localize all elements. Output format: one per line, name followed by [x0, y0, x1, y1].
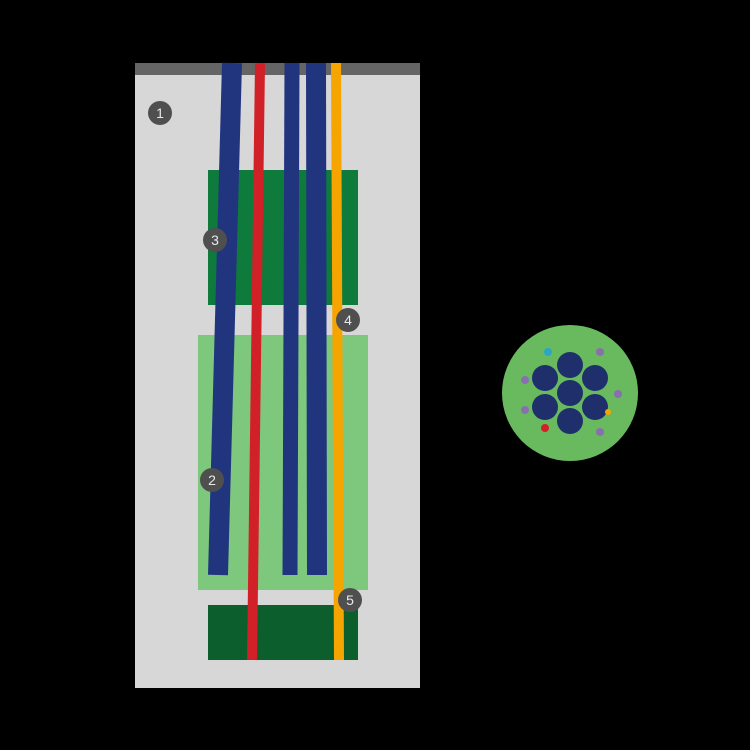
top-strip: [135, 63, 420, 75]
rod-orange: [336, 63, 339, 660]
label-text: 5: [346, 592, 354, 608]
small-dot: [521, 406, 529, 414]
small-dot: [596, 428, 604, 436]
small-dot: [521, 376, 529, 384]
rod-blue-inner-right: [316, 63, 317, 575]
big-dot: [557, 380, 583, 406]
rod-blue-inner-left: [290, 63, 292, 575]
big-dot: [557, 352, 583, 378]
rod-blue-outer-left: [218, 63, 232, 575]
label-text: 3: [211, 232, 219, 248]
label-text: 1: [156, 105, 164, 121]
big-dot: [532, 365, 558, 391]
label-4: 4: [336, 308, 360, 332]
big-dot: [582, 365, 608, 391]
label-text: 4: [344, 312, 352, 328]
small-dot: [544, 348, 552, 356]
small-dot: [614, 390, 622, 398]
big-dot: [557, 408, 583, 434]
diagram-svg: 1 2 3 4 5: [0, 0, 750, 750]
big-dot: [582, 394, 608, 420]
label-5: 5: [338, 588, 362, 612]
label-1: 1: [148, 101, 172, 125]
big-dot: [532, 394, 558, 420]
small-dot: [541, 424, 549, 432]
small-dot: [605, 409, 611, 415]
label-3: 3: [203, 228, 227, 252]
label-2: 2: [200, 468, 224, 492]
label-text: 2: [208, 472, 216, 488]
small-dot: [596, 348, 604, 356]
